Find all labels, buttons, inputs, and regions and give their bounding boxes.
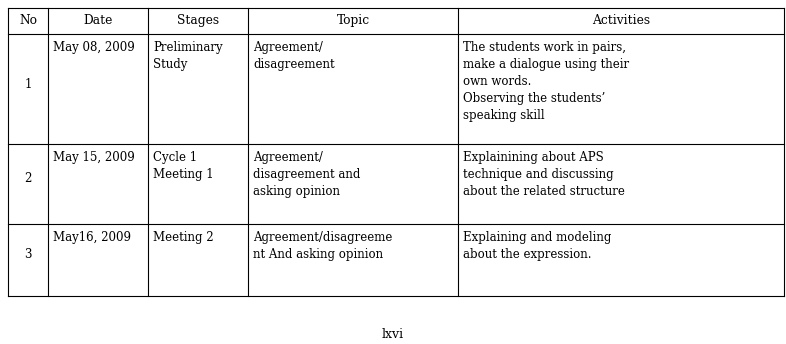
Text: 3: 3 xyxy=(24,248,31,261)
Text: 1: 1 xyxy=(24,77,31,90)
Text: Agreement/disagreeme
nt And asking opinion: Agreement/disagreeme nt And asking opini… xyxy=(253,231,392,261)
Text: Stages: Stages xyxy=(177,14,219,27)
Text: Agreement/
disagreement and
asking opinion: Agreement/ disagreement and asking opini… xyxy=(253,151,360,198)
Text: The students work in pairs,
make a dialogue using their
own words.
Observing the: The students work in pairs, make a dialo… xyxy=(463,41,629,122)
Text: May 15, 2009: May 15, 2009 xyxy=(53,151,134,164)
Text: May16, 2009: May16, 2009 xyxy=(53,231,131,244)
Text: Preliminary
Study: Preliminary Study xyxy=(153,41,222,71)
Text: May 08, 2009: May 08, 2009 xyxy=(53,41,134,54)
Text: Activities: Activities xyxy=(592,14,650,27)
Text: Date: Date xyxy=(83,14,112,27)
Text: 2: 2 xyxy=(24,172,31,185)
Text: Meeting 2: Meeting 2 xyxy=(153,231,214,244)
Text: lxvi: lxvi xyxy=(382,328,404,341)
Text: Agreement/
disagreement: Agreement/ disagreement xyxy=(253,41,335,71)
Text: Topic: Topic xyxy=(336,14,369,27)
Text: Cycle 1
Meeting 1: Cycle 1 Meeting 1 xyxy=(153,151,214,181)
Text: No: No xyxy=(19,14,37,27)
Text: Explaining and modeling
about the expression.: Explaining and modeling about the expres… xyxy=(463,231,612,261)
Text: Explainining about APS
technique and discussing
about the related structure: Explainining about APS technique and dis… xyxy=(463,151,625,198)
